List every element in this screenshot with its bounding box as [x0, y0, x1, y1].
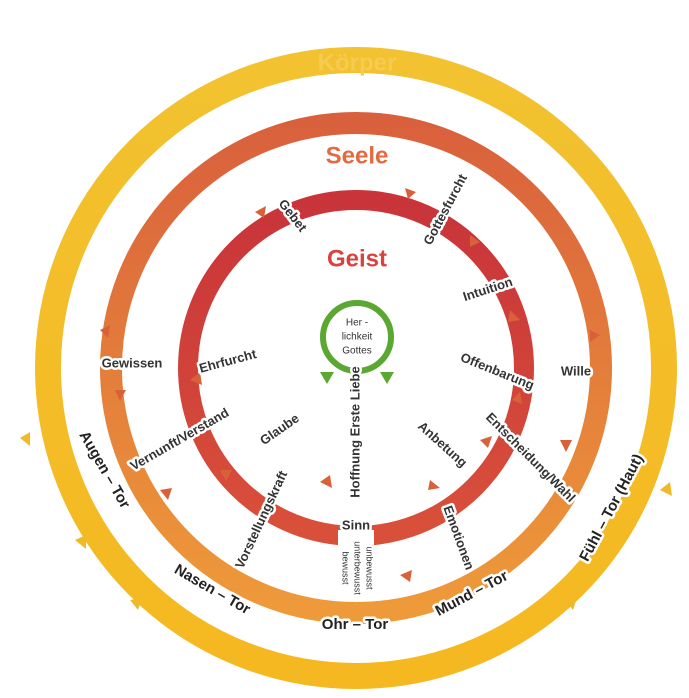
ring-label: Emotionen — [440, 504, 477, 572]
ring-label: Ehrfurcht — [198, 346, 259, 376]
ring-title: Körper — [318, 49, 397, 76]
diagram: Körper Seele Geist Her - lichkeit Gottes… — [0, 0, 689, 698]
center-text: Her - — [346, 318, 368, 329]
sub-label: bewusst — [341, 551, 351, 585]
center-arrow — [380, 372, 394, 384]
ring-label: Sinn — [342, 517, 370, 532]
gate-label: Ohr – Tor — [322, 616, 389, 633]
center-text: lichkeit — [342, 332, 373, 343]
ring-title: Geist — [327, 245, 387, 272]
center-arrow — [320, 372, 334, 384]
ring-label: Glaube — [257, 410, 302, 448]
center-text: Gottes — [342, 346, 371, 357]
ring-label: Anbetung — [415, 418, 470, 470]
ring-label: Wille — [561, 363, 591, 378]
sub-label: unbewusst — [365, 546, 375, 590]
ring-label: Gewissen — [102, 355, 163, 370]
ring-label: Hoffnung Erste Liebe — [347, 366, 362, 497]
sub-label: unterbewusst — [353, 541, 363, 595]
ring-title: Seele — [326, 142, 389, 169]
